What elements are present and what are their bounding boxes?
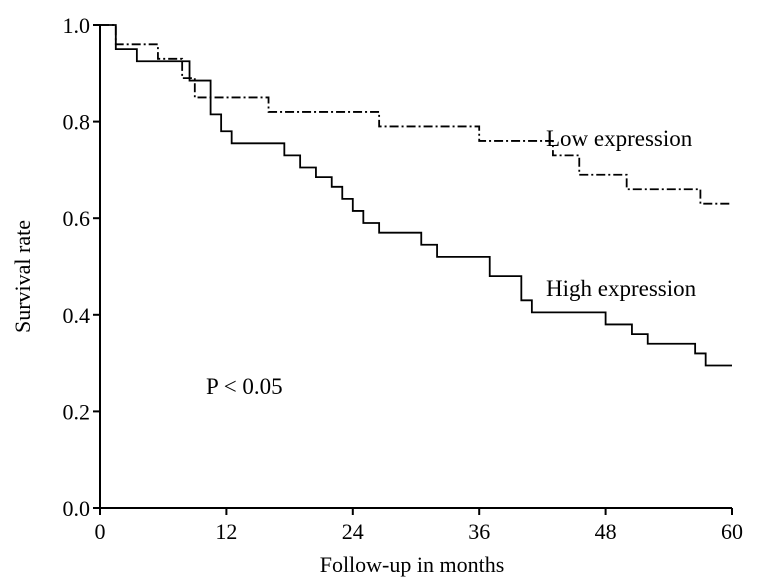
- x-tick-label: 48: [595, 519, 617, 544]
- y-tick-label: 0.6: [63, 206, 91, 231]
- series-line-low-expression: [100, 24, 732, 205]
- y-tick-label: 0.8: [63, 110, 91, 135]
- y-tick-label: 1.0: [63, 13, 91, 38]
- series-lines: [100, 24, 732, 367]
- y-tick-label: 0.2: [63, 399, 91, 424]
- axes: [99, 25, 732, 509]
- x-tick-label: 36: [468, 519, 490, 544]
- series-label-high-expression: High expression: [546, 276, 697, 301]
- series-label-low-expression: Low expression: [546, 126, 693, 151]
- series-labels: Low expression High expression: [546, 126, 697, 301]
- series-line-high-expression: [100, 24, 732, 367]
- x-tick-label: 24: [342, 519, 364, 544]
- x-tick-label: 60: [721, 519, 743, 544]
- y-tick-label: 0.0: [63, 496, 91, 521]
- x-tick-label: 12: [215, 519, 237, 544]
- x-axis-ticks: 0 12 24 36 48 60: [95, 508, 743, 544]
- x-axis-label: Follow-up in months: [320, 552, 505, 577]
- y-axis-ticks: 0.0 0.2 0.4 0.6 0.8 1.0: [63, 13, 100, 521]
- y-axis-label: Survival rate: [10, 220, 35, 333]
- y-tick-label: 0.4: [63, 303, 91, 328]
- p-value-annotation: P < 0.05: [206, 374, 283, 399]
- x-tick-label: 0: [95, 519, 106, 544]
